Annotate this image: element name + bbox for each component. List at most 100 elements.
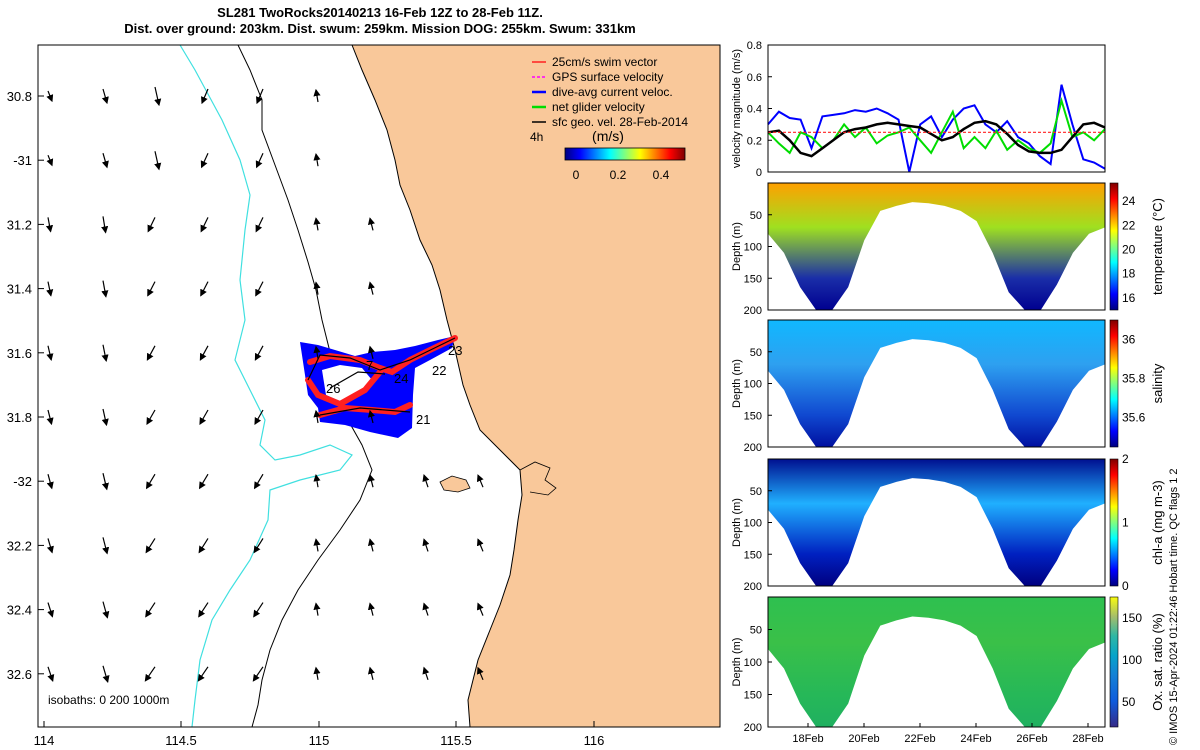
velocity-arrow	[476, 474, 484, 488]
velocity-arrow	[200, 152, 209, 169]
velocity-arrow	[313, 345, 321, 359]
map-y-tick-label: 31.2	[7, 217, 32, 232]
velocity-arrow	[422, 538, 430, 552]
copyright-note: © IMOS 15-Apr-2024 01:22:46 Hobart time.…	[1168, 468, 1180, 745]
section-colorbar-tick: 18	[1122, 267, 1136, 281]
velocity-arrow	[199, 345, 209, 361]
map-y-tick-label: 32.2	[7, 538, 32, 553]
section-colorbar-tick: 0	[1122, 579, 1129, 593]
velocity-arrow	[200, 281, 209, 297]
velocity-arrow	[46, 154, 54, 167]
section-y-tick-label: 100	[744, 657, 762, 669]
section-x-tick-label: 24Feb	[960, 733, 991, 745]
velocity-arrow	[154, 151, 162, 171]
velocity-arrow	[255, 152, 264, 169]
section-y-tick-label: 50	[750, 347, 762, 359]
velocity-arrow	[476, 538, 484, 552]
velocity-arrow	[199, 409, 209, 426]
map-x-tick-label: 115	[309, 733, 330, 748]
velocity-arrow	[46, 474, 54, 490]
velocity-series-line	[767, 119, 1106, 158]
section-colorbar-tick: 150	[1122, 611, 1142, 625]
velocity-arrow	[201, 88, 209, 105]
section-y-tick-label: 200	[744, 722, 762, 734]
velocity-arrow	[367, 474, 375, 488]
velocity-arrow	[144, 666, 156, 682]
velocity-arrow	[47, 602, 55, 618]
section-colorbar-tick: 16	[1122, 291, 1136, 305]
velocity-arrow	[46, 538, 54, 554]
velocity-arrow	[367, 538, 375, 552]
velocity-arrow	[200, 217, 209, 233]
map-y-tick-label: 31.6	[7, 346, 32, 361]
section-y-tick-label: 150	[744, 410, 762, 422]
legend-colorbar-title: (m/s)	[592, 128, 624, 144]
velocity-arrow	[154, 86, 162, 107]
track-label: 24	[394, 371, 408, 386]
section-colorbar-label: Ox. sat. ratio (%)	[1150, 613, 1165, 711]
velocity-y-tick-label: 0.6	[747, 72, 762, 84]
velocity-y-tick-label: 0.2	[747, 135, 762, 147]
section-y-tick-label: 50	[750, 210, 762, 222]
section-y-tick-label: 100	[744, 518, 762, 530]
velocity-arrow	[367, 345, 375, 359]
section-y-axis-label: Depth (m)	[731, 638, 743, 687]
velocity-arrow	[255, 281, 264, 297]
velocity-arrow	[313, 217, 321, 231]
velocity-y-tick-label: 0.4	[747, 104, 762, 116]
title-line-1: SL281 TwoRocks20140213 16-Feb 12Z to 28-…	[217, 5, 543, 20]
velocity-arrow	[252, 666, 264, 682]
legend-age-label: 4h	[530, 130, 543, 144]
velocity-arrow	[46, 409, 54, 426]
velocity-arrow	[146, 409, 156, 426]
section-field	[768, 183, 1105, 310]
section-y-tick-label: 200	[744, 581, 762, 593]
velocity-arrow-field	[45, 86, 484, 683]
velocity-arrow	[313, 88, 321, 103]
section-colorbar-tick: 35.8	[1122, 372, 1146, 386]
land	[352, 45, 720, 727]
velocity-arrow	[313, 474, 321, 488]
section-colorbar	[1109, 319, 1119, 448]
section-panel-1: 50 100 150 200 Depth (m) 16 18 20 22 24 temperatur…	[731, 182, 1165, 317]
title-line-2: Dist. over ground: 203km. Dist. swum: 25…	[124, 21, 636, 36]
coastline-estuary	[519, 461, 557, 496]
section-colorbar	[1109, 458, 1119, 587]
velocity-arrow	[101, 408, 109, 427]
legend-item-label: dive-avg current veloc.	[552, 85, 673, 99]
velocity-arrow	[145, 602, 156, 618]
map-y-tick-label: -31	[13, 153, 32, 168]
track-label: 26	[326, 381, 340, 396]
section-colorbar-label: temperature (°C)	[1150, 198, 1165, 295]
section-colorbar-tick: 24	[1122, 194, 1136, 208]
velocity-arrow	[255, 217, 264, 233]
velocity-arrow	[254, 409, 264, 426]
section-y-tick-label: 150	[744, 273, 762, 285]
map-y-ticks: 30.8 -31 31.2 31.4 31.6 31.8 -32 32.2 32.4 32.6	[7, 89, 44, 682]
section-colorbar-tick: 35.6	[1122, 411, 1146, 425]
legend-colorbar-ticks: 0 0.2 0.4	[573, 168, 670, 182]
section-y-axis-label: Depth (m)	[731, 498, 743, 547]
velocity-arrow	[47, 666, 55, 682]
velocity-arrow	[422, 474, 430, 488]
section-colorbar-tick: 2	[1122, 452, 1129, 466]
section-colorbar	[1109, 596, 1119, 728]
map-x-tick-label: 116	[584, 733, 605, 748]
velocity-arrow	[101, 216, 109, 234]
velocity-arrow	[102, 665, 110, 683]
velocity-arrow	[422, 666, 430, 680]
legend-item-label: GPS surface velocity	[552, 70, 663, 84]
legend-colorbar-tick: 0.4	[653, 168, 670, 182]
velocity-arrow	[367, 281, 375, 295]
map-y-tick-label: 32.6	[7, 667, 32, 682]
section-panel-4: 50 100 150 200 Depth (m) 50 100 150 Ox. sat. rat…	[731, 596, 1165, 734]
velocity-arrow	[476, 602, 484, 616]
velocity-arrow	[313, 281, 321, 295]
velocity-arrow	[46, 90, 54, 103]
velocity-arrow	[313, 602, 321, 616]
velocity-arrow	[145, 473, 156, 490]
velocity-y-axis-label: velocity magnitude (m/s)	[731, 49, 743, 168]
section-y-tick-label: 100	[744, 242, 762, 254]
